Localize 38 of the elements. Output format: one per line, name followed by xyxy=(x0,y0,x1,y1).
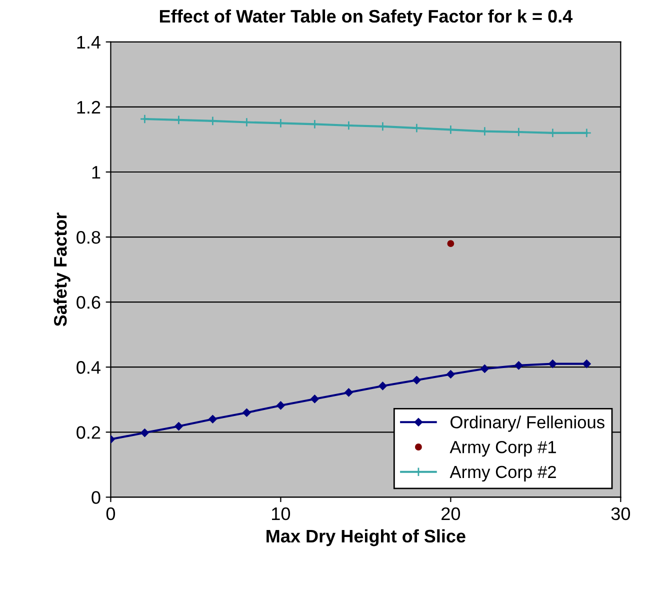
y-tick-label: 0.2 xyxy=(76,426,100,439)
y-axis-title: Safety Factor xyxy=(54,212,70,326)
point xyxy=(378,122,388,132)
point xyxy=(480,364,489,373)
legend-label: Ordinary/ Fellenious xyxy=(450,416,604,432)
y-tick-label: 1.2 xyxy=(77,100,100,114)
y-tick-label: 1 xyxy=(92,166,100,179)
legend-label: Army Corp #1 xyxy=(450,440,556,457)
legend-label: Army Corp #2 xyxy=(450,466,556,482)
point xyxy=(276,401,285,410)
point xyxy=(412,123,422,133)
x-tick-label: 30 xyxy=(611,507,630,520)
x-axis-title: Max Dry Height of Slice xyxy=(266,529,466,546)
point xyxy=(582,360,591,368)
point xyxy=(208,414,217,424)
y-tick-label: 0.8 xyxy=(76,230,100,244)
point xyxy=(514,127,524,137)
y-tick-label: 0.4 xyxy=(76,361,100,374)
x-tick-label: 20 xyxy=(442,507,460,520)
x-tick-label: 0 xyxy=(106,507,116,520)
point xyxy=(344,120,354,130)
point xyxy=(412,376,421,384)
point xyxy=(548,360,557,368)
point xyxy=(378,382,387,390)
x-tick-label: 10 xyxy=(272,507,290,520)
chart-title: Effect of Water Table on Safety Factor for k = 0.4 xyxy=(160,9,573,26)
y-tick-label: 0 xyxy=(92,491,100,504)
y-tick-label: 0.6 xyxy=(76,296,100,309)
point xyxy=(140,428,149,437)
point xyxy=(310,394,319,404)
point xyxy=(446,370,455,378)
point xyxy=(174,422,183,430)
point xyxy=(344,388,353,397)
point xyxy=(140,114,150,124)
y-tick-label: 1.4 xyxy=(77,36,100,48)
point xyxy=(242,408,251,417)
point xyxy=(447,240,454,248)
point xyxy=(514,361,523,370)
